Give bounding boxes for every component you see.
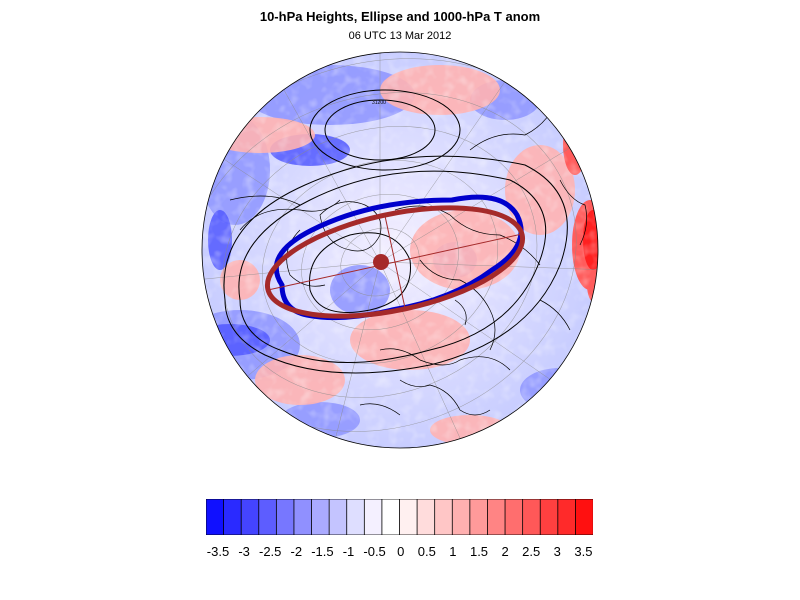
colorbar-tick-label: 2.5 [522, 544, 541, 559]
colorbar-tick-label: -2.5 [258, 544, 282, 559]
fitted-ellipse [264, 205, 526, 319]
colorbar-swatch [363, 499, 383, 535]
map-title: 10-hPa Heights, Ellipse and 1000-hPa T a… [259, 9, 541, 24]
colorbar-tick-label: 3.5 [574, 544, 593, 559]
globe-outline [201, 51, 599, 449]
colorbar-swatch [240, 499, 260, 535]
colorbar-tick-label: 1 [449, 544, 457, 559]
temperature-anomaly-field: 31200 [202, 52, 598, 448]
colorbar-swatch [275, 499, 295, 535]
colorbar-tick-label: -2 [290, 544, 303, 559]
colorbar-swatch [451, 499, 471, 535]
colorbar-swatch [258, 499, 278, 535]
map-subtitle: 06 UTC 13 Mar 2012 [348, 30, 452, 42]
ellipse-centroid [373, 254, 389, 270]
colorbar-swatch [434, 499, 453, 535]
colorbar-swatch [575, 499, 593, 535]
colorbar-tick-label: -1.5 [311, 544, 334, 559]
colorbar-swatch [469, 499, 489, 535]
colorbar-swatch [487, 499, 506, 535]
colorbar-labels: -3.5 -3 -2.5 -2 -1.5 -1 -0.5 0 0.5 1 1.5 2 2.5 3 3.5 [0, 544, 800, 564]
colorbar-swatch [381, 499, 401, 535]
colorbar-tick-label: 1.5 [469, 544, 489, 559]
colorbar-tick-label: -1 [342, 544, 355, 559]
colorbar-swatch [206, 499, 225, 535]
colorbar-swatch [293, 499, 313, 535]
colorbar-swatch [223, 499, 242, 535]
colorbar [206, 499, 593, 535]
colorbar-tick-label: -3 [238, 544, 250, 559]
graticule [202, 52, 598, 448]
colorbar-tick-label: 0 [397, 544, 405, 559]
polar-map: 31200 [201, 51, 599, 449]
contour-label: 31200 [372, 100, 386, 106]
colorbar-tick-label: -0.5 [363, 544, 386, 559]
colorbar-swatch [504, 499, 524, 535]
colorbar-swatch [311, 499, 330, 535]
colorbar-swatch [522, 499, 541, 535]
colorbar-tick-label: 2 [501, 544, 509, 559]
colorbar-tick-label: 3 [553, 544, 561, 559]
colorbar-swatch [557, 499, 577, 535]
colorbar-swatch [416, 499, 436, 535]
colorbar-swatch [539, 499, 559, 535]
colorbar-swatch [399, 499, 418, 535]
colorbar-swatch [328, 499, 348, 535]
colorbar-tick-label: 0.5 [417, 544, 436, 559]
colorbar-tick-label: -3.5 [206, 544, 230, 559]
height-contours [223, 89, 568, 374]
colorbar-swatch [346, 499, 366, 535]
